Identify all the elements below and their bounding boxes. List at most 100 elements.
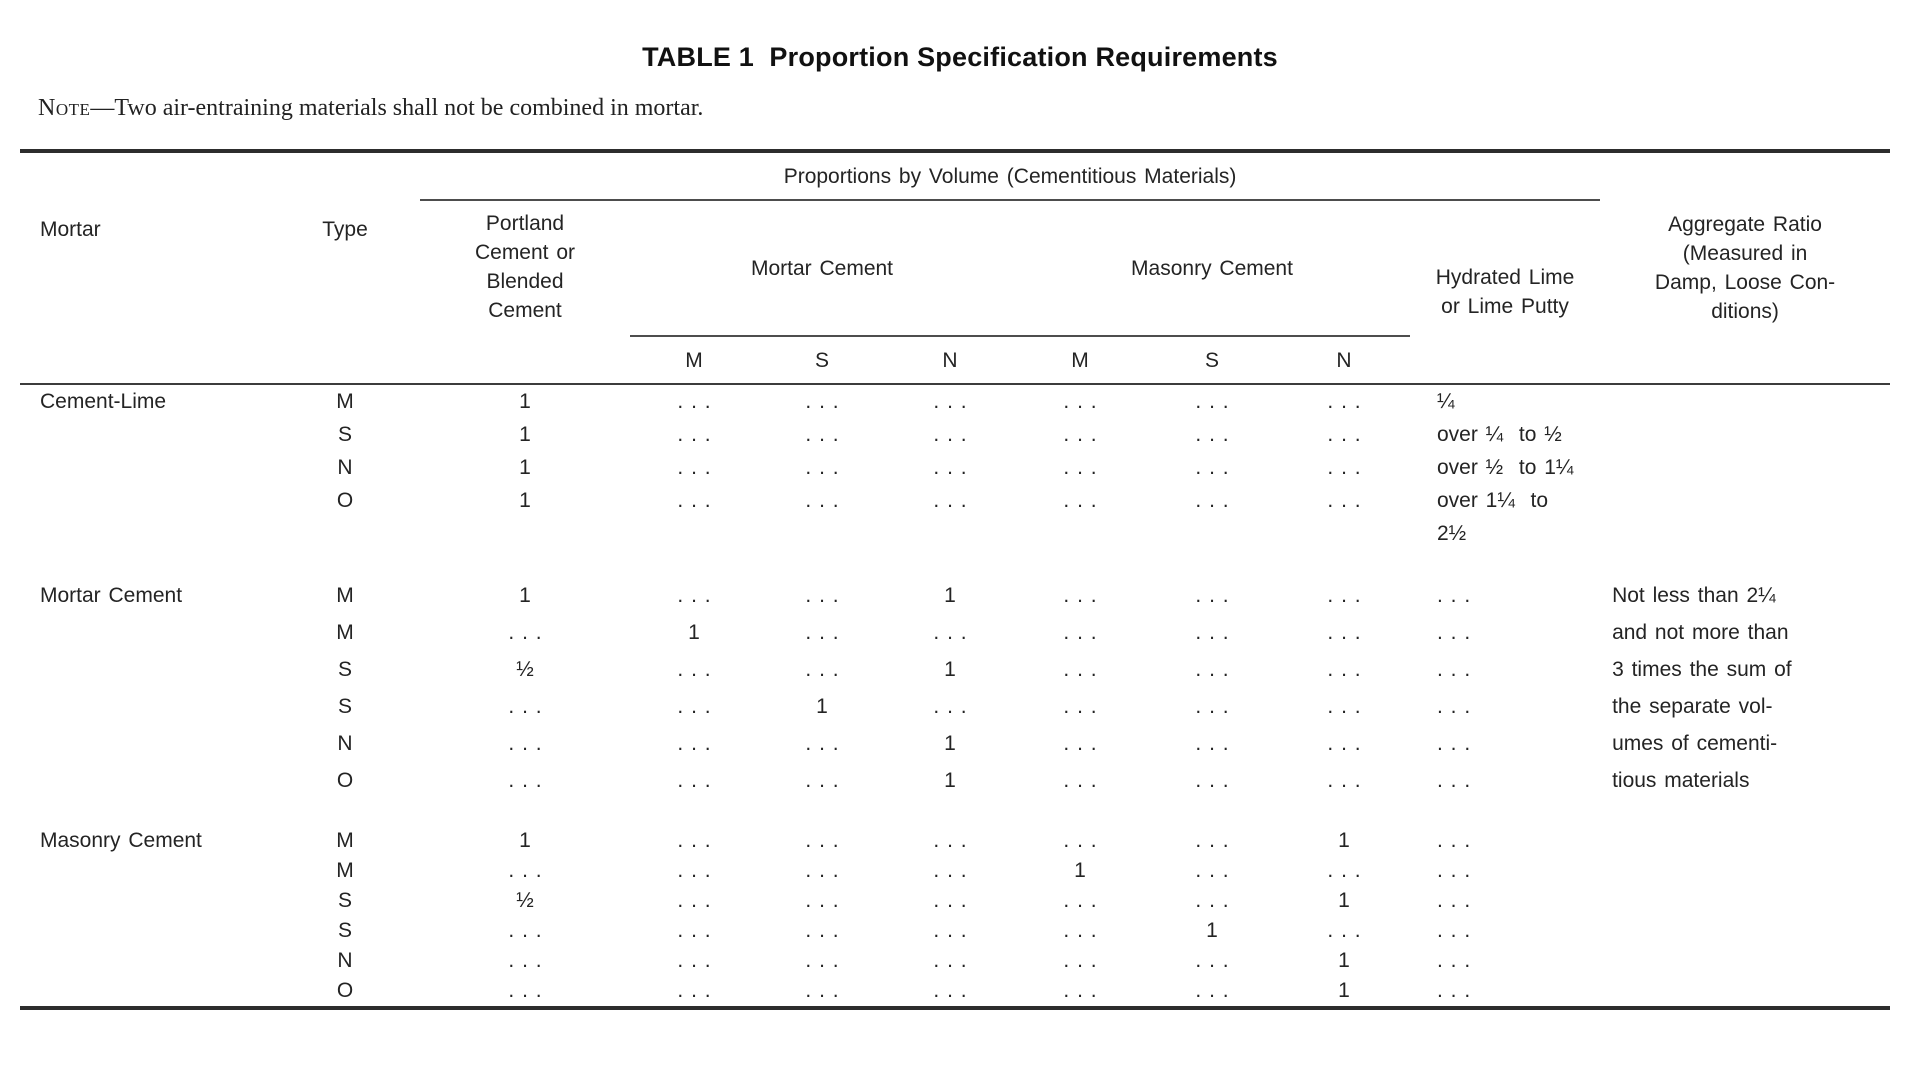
value-cell: . . . [508,949,542,972]
table-row: N . . . . . . . . . 1 . . . . . . . . . . . . [20,725,1890,762]
value-cell: 1 [1338,979,1350,1002]
value-cell: . . . [1195,695,1229,718]
type-cell: S [337,695,352,718]
value-cell: . . . [1327,859,1361,882]
header-hydrated-lime: Hydrated Lime or Lime Putty [1410,200,1601,385]
value-cell: . . . [1063,658,1097,681]
table-row: Cement-Lime M 1 . . . . . . . . . . . . . . . . … [20,384,1890,418]
header-masonry-cement-type-n: N [1278,336,1410,385]
value-cell: . . . [933,889,967,912]
table-row: S 1 . . . . . . . . . . . . . . . . . . over ¼ t… [20,418,1890,451]
table-note: Note—Two air-entraining materials shall … [38,95,1920,122]
table-row: Mortar Cement M 1 . . . . . . 1 . . . . . . . . … [20,577,1890,792]
value-cell: . . . [1327,732,1361,755]
type-cell: O [336,489,354,512]
table-row: O . . . . . . . . . 1 . . . . . . . . . . . . [20,762,1890,799]
mortar-name-cell [20,688,270,725]
hydrated-lime-cell: . . . [1437,769,1471,792]
hydrated-lime-cell: . . . [1437,621,1471,644]
value-cell: . . . [1063,489,1097,512]
value-cell: . . . [805,621,839,644]
type-cell: M [336,621,354,644]
mortar-name-cell [20,946,270,976]
value-cell: . . . [677,732,711,755]
value-cell: . . . [1063,769,1097,792]
mortar-name-cell [20,484,270,550]
aggregate-ratio-cell [1600,484,1890,550]
type-cell: O [336,979,354,1002]
table-row: S ½ . . . . . . . . . . . . . . . 1 . . . [20,886,1890,916]
aggregate-ratio-cell [1600,384,1890,418]
mortar-name-cell [20,451,270,484]
value-cell: ½ [516,658,534,681]
value-cell: . . . [1327,658,1361,681]
table-row: S . . . . . . . . . . . . . . . 1 . . . . . . [20,916,1890,946]
type-cell: M [336,390,354,413]
type-cell: O [336,769,354,792]
value-cell: . . . [508,979,542,1002]
type-cell: N [337,732,353,755]
type-cell: N [337,456,353,479]
value-cell: . . . [508,769,542,792]
note-label: Note [38,95,91,121]
section-gap-row [20,550,1890,577]
table-header: Mortar Type Proportions by Volume (Cemen… [20,153,1891,385]
type-cell: M [336,829,354,852]
hydrated-lime-cell: ¼ [1437,390,1455,413]
hydrated-lime-cell: over 1¼ to 2½ [1437,489,1549,545]
value-cell: . . . [805,979,839,1002]
value-cell: . . . [508,919,542,942]
hydrated-lime-cell: . . . [1437,584,1471,607]
aggregate-ratio-cell [1600,451,1890,484]
value-cell: . . . [1327,919,1361,942]
hydrated-lime-cell: . . . [1437,658,1471,681]
value-cell: . . . [805,489,839,512]
type-cell: S [337,889,352,912]
value-cell: . . . [1063,584,1097,607]
header-mortar-cement-type-m: M [630,336,758,385]
value-cell: . . . [1063,390,1097,413]
header-masonry-cement-type-s: S [1146,336,1278,385]
value-cell: . . . [677,489,711,512]
value-cell: . . . [805,423,839,446]
mortar-name-cell: Masonry Cement [40,829,202,852]
value-cell: 1 [519,390,531,413]
value-cell: . . . [1327,621,1361,644]
value-cell: ½ [516,889,534,912]
value-cell: . . . [1195,979,1229,1002]
value-cell: 1 [519,456,531,479]
value-cell: . . . [805,949,839,972]
value-cell: . . . [1063,423,1097,446]
hydrated-lime-cell: . . . [1437,979,1471,1002]
value-cell: . . . [933,829,967,852]
mortar-name-cell [20,762,270,799]
table-row: N 1 . . . . . . . . . . . . . . . . . . over ½ t… [20,451,1890,484]
hydrated-lime-cell: over ¼ to ½ [1437,423,1562,446]
value-cell: . . . [1195,621,1229,644]
value-cell: . . . [933,919,967,942]
table-row: O . . . . . . . . . . . . . . . . . . 1 . . . [20,976,1890,1006]
value-cell: . . . [1063,695,1097,718]
value-cell: . . . [1063,621,1097,644]
header-mortar-cement: Mortar Cement [630,200,1014,337]
mortar-name-cell [20,418,270,451]
value-cell: 1 [944,584,956,607]
value-cell: . . . [805,456,839,479]
value-cell: . . . [1063,732,1097,755]
hydrated-lime-cell: . . . [1437,859,1471,882]
mortar-name-cell [20,886,270,916]
header-mortar-cement-type-s: S [758,336,886,385]
value-cell: . . . [677,584,711,607]
header-proportions-group: Proportions by Volume (Cementitious Mate… [420,153,1601,201]
header-portland-cement: Portland Cement or Blended Cement [420,200,630,385]
value-cell: . . . [805,919,839,942]
value-cell: 1 [1338,889,1350,912]
value-cell: . . . [677,979,711,1002]
proportion-spec-table: Mortar Type Proportions by Volume (Cemen… [20,153,1891,1006]
value-cell: . . . [1195,949,1229,972]
value-cell: 1 [519,829,531,852]
aggregate-ratio-cell [1600,418,1890,451]
header-mortar: Mortar [20,153,270,385]
type-cell: M [336,859,354,882]
value-cell: 1 [944,658,956,681]
